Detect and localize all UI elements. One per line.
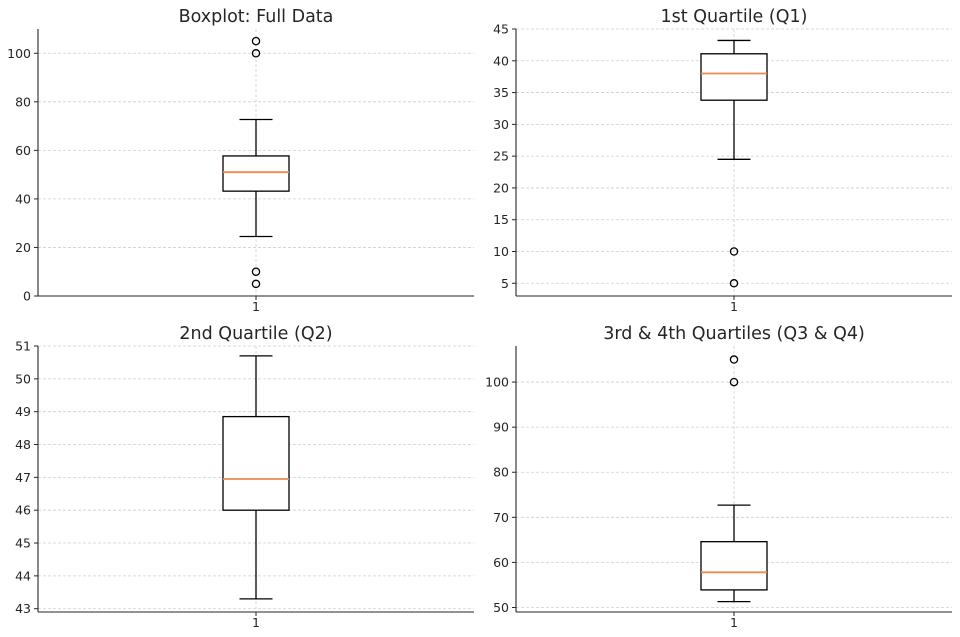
chart-title: 2nd Quartile (Q2) — [179, 324, 332, 344]
box-iqr — [700, 541, 768, 591]
chart-panel-1: Boxplot: Full Data 0 20 40 60 80 100 1 — [7, 7, 474, 314]
y-tick-label: 15 — [493, 212, 509, 227]
chart-title: 1st Quartile (Q1) — [661, 7, 808, 27]
y-tick-label: 44 — [15, 568, 31, 583]
box-iqr — [222, 155, 290, 192]
chart-panel-4: 3rd & 4th Quartiles (Q3 & Q4) 50 60 70 80 90 1… — [485, 324, 952, 630]
y-tick-label: 45 — [15, 536, 31, 551]
outlier-point — [729, 247, 739, 256]
y-tick-label: 90 — [493, 420, 509, 435]
y-tick-label: 50 — [493, 600, 509, 615]
y-tick-label: 35 — [493, 85, 509, 100]
y-tick-label: 20 — [15, 240, 31, 255]
chart-title: Boxplot: Full Data — [179, 7, 334, 27]
chart-title: 3rd & 4th Quartiles (Q3 & Q4) — [603, 324, 865, 344]
outlier-point — [729, 377, 739, 387]
y-tick-label: 60 — [493, 555, 509, 570]
outlier-point — [251, 49, 261, 58]
y-tick-label: 100 — [7, 46, 31, 61]
y-tick-label: 100 — [485, 375, 509, 390]
outlier-point — [251, 279, 261, 289]
y-tick-label: 40 — [493, 53, 509, 68]
outlier-point — [729, 355, 739, 364]
y-tick-label: 60 — [15, 143, 31, 158]
y-tick-label: 45 — [493, 22, 509, 37]
x-tick-label: 1 — [730, 615, 738, 630]
y-tick-label: 46 — [15, 503, 31, 518]
outlier-point — [251, 36, 261, 46]
chart-panel-2: 1st Quartile (Q1) 5 10 15 20 25 30 35 40 45 1 — [493, 7, 952, 314]
y-tick-label: 47 — [15, 470, 31, 485]
x-tick-label: 1 — [252, 299, 260, 314]
y-tick-label: 0 — [23, 289, 31, 304]
box-iqr — [222, 415, 290, 511]
outlier-point — [251, 267, 261, 276]
y-tick-label: 49 — [15, 404, 31, 419]
y-tick-label: 50 — [15, 371, 31, 386]
y-tick-label: 10 — [493, 244, 509, 259]
y-tick-label: 5 — [501, 276, 509, 291]
y-tick-label: 48 — [15, 437, 31, 452]
y-tick-label: 40 — [15, 191, 31, 206]
box-iqr — [700, 53, 768, 101]
x-tick-label: 1 — [730, 299, 738, 314]
y-tick-label: 80 — [15, 94, 31, 109]
y-tick-label: 25 — [493, 149, 509, 164]
y-tick-label: 30 — [493, 117, 509, 132]
y-tick-label: 43 — [15, 601, 31, 616]
outlier-point — [729, 279, 739, 288]
y-tick-label: 51 — [15, 339, 31, 354]
chart-panel-3: 2nd Quartile (Q2) 43 44 45 46 47 48 49 50 51 1 — [15, 324, 474, 630]
y-tick-label: 80 — [493, 465, 509, 480]
y-tick-label: 70 — [493, 510, 509, 525]
y-tick-label: 20 — [493, 180, 509, 195]
x-tick-label: 1 — [252, 615, 260, 630]
